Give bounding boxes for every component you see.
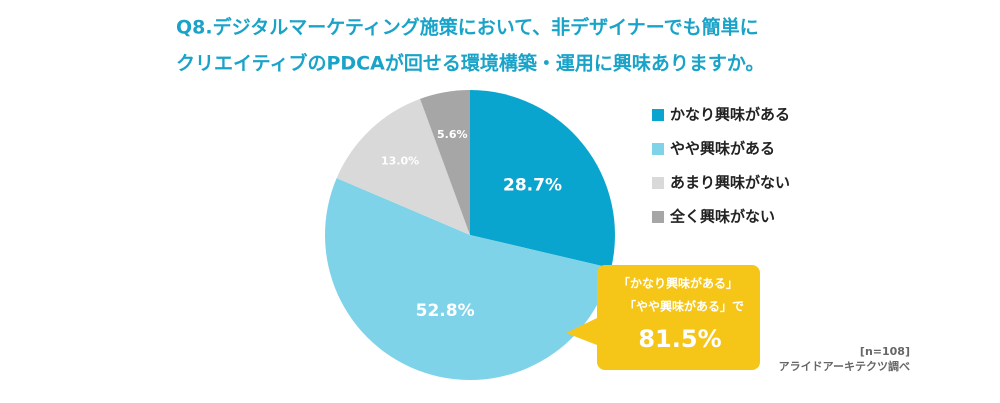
legend-swatch — [652, 109, 664, 121]
data-label: 13.0% — [381, 154, 419, 167]
data-label: 52.8% — [416, 301, 475, 321]
pie-slice — [470, 90, 615, 269]
callout-box — [566, 265, 760, 370]
chart-title: Q8.デジタルマーケティング施策において、非デザイナーでも簡単に — [176, 16, 759, 39]
legend-label: 全く興味がない — [669, 208, 775, 226]
data-label: 28.7% — [503, 175, 562, 195]
pie-slice — [420, 90, 470, 235]
callout-value: 81.5% — [638, 325, 721, 353]
callout-text: 「かなり興味がある」 — [618, 276, 738, 291]
note: [n=108] — [860, 345, 910, 358]
legend-swatch — [652, 211, 664, 223]
note: アライドアーキテクツ調べ — [779, 359, 910, 373]
legend-swatch — [652, 177, 664, 189]
legend-label: やや興味がある — [670, 140, 775, 158]
legend-label: あまり興味がない — [670, 174, 790, 192]
legend-swatch — [652, 143, 664, 155]
legend-label: かなり興味がある — [670, 106, 790, 124]
pie-slice — [336, 98, 470, 236]
data-label: 5.6% — [437, 128, 468, 141]
chart-title: クリエイティブのPDCAが回せる環境構築・運用に興味ありますか。 — [176, 52, 764, 75]
pie-slice — [325, 178, 612, 380]
callout-text: 「やや興味がある」で — [624, 299, 744, 314]
